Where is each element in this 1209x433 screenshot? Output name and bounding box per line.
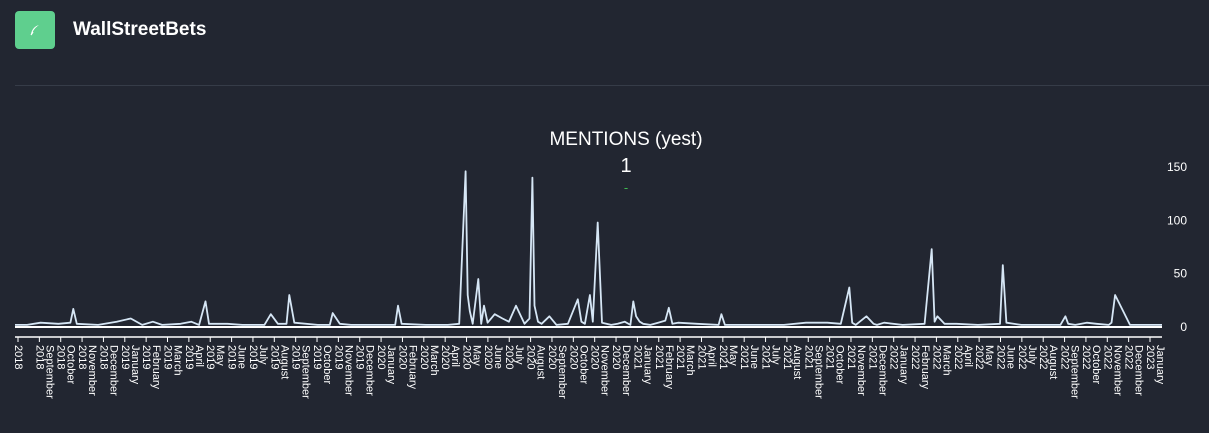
x-tick-label: 2019April bbox=[183, 345, 205, 369]
x-tick-label: 2021January bbox=[631, 345, 653, 385]
x-tick-label: 2020August bbox=[525, 345, 547, 379]
x-tick-label: 2021May bbox=[717, 345, 739, 369]
x-tick-label: 2022March bbox=[930, 345, 952, 376]
x-tick-label: 2020June bbox=[482, 345, 504, 369]
x-tick-label: 2022September bbox=[1059, 345, 1081, 399]
x-tick-label: 2021March bbox=[674, 345, 696, 376]
x-tick-label: 2020November bbox=[589, 345, 611, 396]
x-tick-label: 2021October bbox=[824, 345, 846, 384]
header: WallStreetBets bbox=[0, 0, 1209, 86]
series-line bbox=[15, 170, 1162, 326]
x-tick-label: 2018November bbox=[76, 345, 98, 396]
header-divider bbox=[15, 85, 1209, 86]
indicator-delta: - bbox=[623, 180, 629, 195]
y-tick-label: 50 bbox=[1174, 267, 1188, 281]
x-tick-label: 2021February bbox=[653, 345, 675, 390]
x-tick-label: 2022February bbox=[909, 345, 931, 390]
x-tick-label: 2018 bbox=[12, 345, 24, 369]
y-tick-label: 0 bbox=[1180, 320, 1187, 334]
x-tick-label: 2018September bbox=[33, 345, 55, 399]
x-tick-label: 2019June bbox=[226, 345, 248, 369]
x-tick-label: 2019October bbox=[311, 345, 333, 384]
y-tick-label: 150 bbox=[1167, 160, 1187, 174]
logo[interactable] bbox=[15, 11, 55, 49]
x-tick-label: 2022January bbox=[888, 345, 910, 385]
x-tick-label: 2020February bbox=[396, 345, 418, 390]
x-tick-label: 2021December bbox=[866, 345, 888, 396]
feather-icon bbox=[30, 25, 39, 36]
x-tick-label: 2020January bbox=[375, 345, 397, 385]
x-tick-label: 2022July bbox=[1016, 345, 1038, 369]
x-tick-label: 2022April bbox=[952, 345, 974, 369]
x-tick-label: 2020April bbox=[439, 345, 461, 369]
app-title: WallStreetBets bbox=[73, 19, 207, 40]
x-tick-label: 2022October bbox=[1080, 345, 1102, 384]
x-tick-label: 2020September bbox=[546, 345, 568, 399]
x-tick-label: 2021November bbox=[845, 345, 867, 396]
x-tick-label: 2022November bbox=[1101, 345, 1123, 396]
x-tick-label: 2018October bbox=[55, 345, 77, 384]
x-tick-label: 2019February bbox=[140, 345, 162, 390]
indicator-value: 1 bbox=[620, 155, 632, 177]
x-tick-label: 2021August bbox=[781, 345, 803, 379]
x-tick-label: 2021April bbox=[695, 345, 717, 369]
x-tick-label: 2019March bbox=[162, 345, 184, 376]
x-tick-label: 2022May bbox=[973, 345, 995, 369]
x-tick-label: 2020July bbox=[503, 345, 525, 369]
x-tick-label: 2022August bbox=[1037, 345, 1059, 379]
x-tick-label: 2018December bbox=[97, 345, 119, 396]
x-tick-label: 2019November bbox=[332, 345, 354, 396]
y-tick-label: 100 bbox=[1167, 213, 1187, 227]
x-tick-label: 2019May bbox=[204, 345, 226, 369]
x-tick-label: 2022December bbox=[1123, 345, 1145, 396]
x-tick-label: 2021September bbox=[802, 345, 824, 399]
x-tick-label: 2020October bbox=[567, 345, 589, 384]
x-tick-label: 2021July bbox=[760, 345, 782, 369]
x-tick-label: 2020December bbox=[610, 345, 632, 396]
x-tick-label: 2019July bbox=[247, 345, 269, 369]
x-tick-label: 2019September bbox=[290, 345, 312, 399]
x-tick-label: 2019January bbox=[119, 345, 141, 385]
x-tick-label: 2020May bbox=[461, 345, 483, 369]
x-tick-label: 2021June bbox=[738, 345, 760, 369]
x-tick-label: 2022June bbox=[994, 345, 1016, 369]
x-tick-label: 2019August bbox=[268, 345, 290, 379]
x-tick-label: 2023January bbox=[1144, 345, 1166, 385]
x-tick-label: 2019December bbox=[354, 345, 376, 396]
chart-title: MENTIONS (yest) bbox=[549, 129, 703, 150]
x-tick-label: 2020March bbox=[418, 345, 440, 376]
